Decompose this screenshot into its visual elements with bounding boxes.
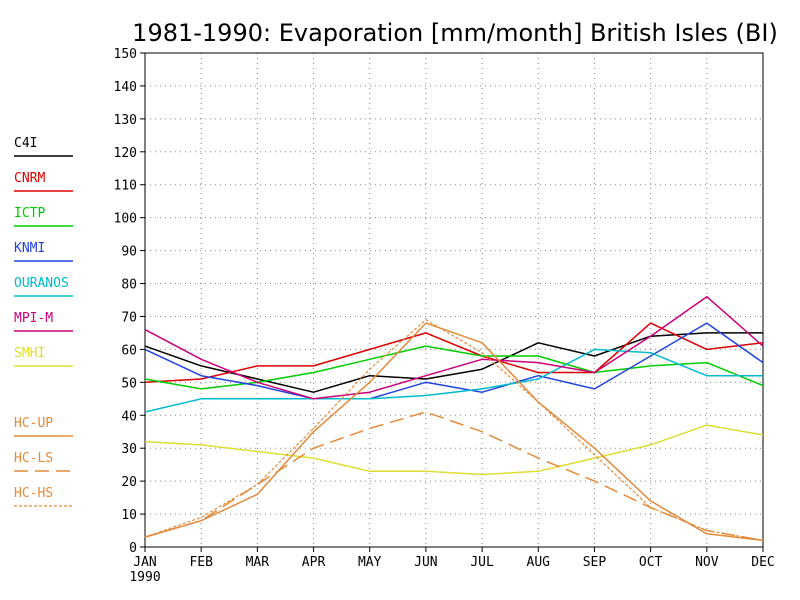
series-line-hc-ls — [144, 411, 764, 542]
x-axis: JAN FEB MAR APR MAY JUN JUL AUG SEP OCT NOV DEC 1990 — [129, 547, 775, 585]
x-tick-label: AUG — [527, 555, 551, 570]
y-tick-label: 140 — [114, 80, 137, 95]
legend-label-ictp: ICTP — [14, 206, 45, 221]
legend-label-hc-up: HC-UP — [14, 416, 53, 431]
y-tick-label: 40 — [121, 409, 137, 424]
legend-label-mpi-m: MPI-M — [14, 311, 53, 326]
grid-lines — [145, 53, 763, 547]
series-line-cnrm — [144, 322, 764, 384]
x-year-label: 1990 — [129, 570, 160, 585]
x-tick-label: OCT — [639, 555, 663, 570]
series-line-c4i — [144, 332, 763, 393]
legend-label-hc-ls: HC-LS — [14, 451, 53, 466]
series-line-smhi — [144, 424, 764, 476]
y-tick-label: 110 — [114, 179, 137, 194]
series-line-hc-hs — [144, 319, 764, 541]
y-tick-label: 50 — [121, 376, 137, 391]
x-tick-label: NOV — [695, 555, 719, 570]
y-tick-label: 10 — [121, 508, 137, 523]
legend-label-cnrm: CNRM — [14, 171, 45, 186]
y-tick-label: 70 — [121, 310, 137, 325]
series-line-mpi-m — [144, 295, 764, 400]
x-tick-label: JUL — [470, 555, 494, 570]
x-tick-label: JUN — [414, 555, 437, 570]
legend: C4I CNRM ICTP KNMI OURANOS MPI-M SMHI HC-UP HC-L… — [14, 136, 73, 507]
legend-label-c4i: C4I — [14, 136, 37, 151]
legend-label-ouranos: OURANOS — [14, 276, 69, 291]
x-tick-label: FEB — [189, 555, 213, 570]
plot-border — [144, 52, 764, 548]
y-axis: 0 10 20 30 40 50 60 70 80 90 100 110 120 130 140 150 — [114, 47, 145, 556]
y-tick-label: 0 — [129, 541, 137, 556]
y-tick-label: 130 — [114, 113, 137, 128]
y-tick-label: 90 — [121, 245, 137, 260]
x-tick-label: JAN — [133, 555, 156, 570]
x-tick-label: SEP — [583, 555, 607, 570]
series-lines — [144, 295, 764, 542]
y-tick-label: 20 — [121, 475, 137, 490]
plot-frame — [144, 52, 764, 548]
series-line-ouranos — [144, 348, 763, 413]
series-line-knmi — [144, 322, 764, 400]
series-line-hc-up — [144, 322, 764, 542]
y-tick-label: 80 — [121, 278, 137, 293]
y-tick-label: 100 — [114, 212, 137, 227]
legend-label-knmi: KNMI — [14, 241, 45, 256]
x-tick-label: DEC — [751, 555, 774, 570]
legend-label-smhi: SMHI — [14, 346, 45, 361]
x-tick-label: MAY — [358, 555, 382, 570]
chart-title: 1981-1990: Evaporation [mm/month] Britis… — [132, 19, 778, 47]
y-tick-label: 150 — [114, 47, 137, 62]
x-tick-label: MAR — [246, 555, 270, 570]
y-tick-label: 120 — [114, 146, 137, 161]
y-tick-label: 30 — [121, 442, 137, 457]
legend-label-hc-hs: HC-HS — [14, 486, 53, 501]
y-tick-label: 60 — [121, 343, 137, 358]
x-tick-label: APR — [302, 555, 326, 570]
